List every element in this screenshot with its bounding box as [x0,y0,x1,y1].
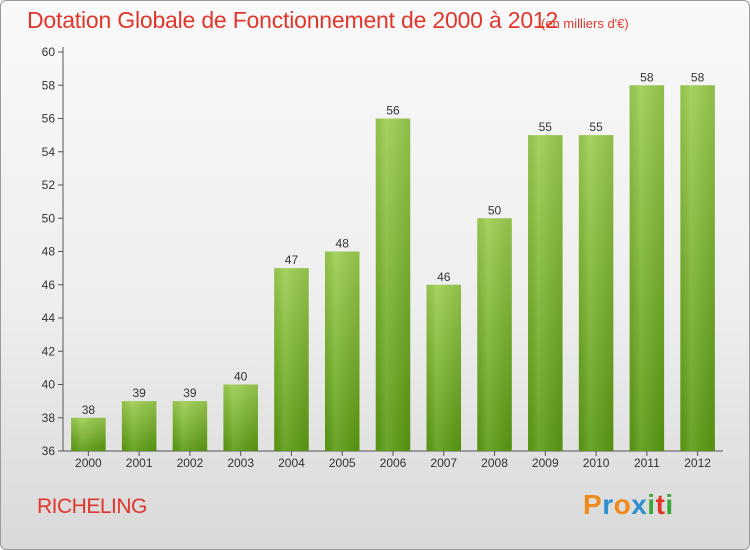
y-tick-label: 60 [42,45,56,59]
x-tick-label: 2009 [532,456,559,470]
y-tick-label: 42 [42,344,56,358]
bar-shade-2010 [578,135,614,451]
bar-shade-2001 [121,401,157,451]
data-label: 55 [589,120,603,134]
x-tick-label: 2010 [583,456,610,470]
x-tick-label: 2005 [329,456,356,470]
y-tick-label: 46 [42,278,56,292]
y-tick-label: 44 [42,311,56,325]
data-label: 48 [336,237,350,251]
data-label: 58 [640,70,654,84]
x-tick-label: 2000 [75,456,102,470]
y-tick-label: 52 [42,178,56,192]
x-tick-label: 2011 [634,456,660,470]
x-tick-label: 2002 [177,456,204,470]
bar-shade-2011 [629,85,665,451]
data-label: 50 [488,203,502,217]
commune-name: RICHELING [37,495,147,518]
bar-shade-2003 [223,384,258,451]
bar-shade-2004 [274,268,309,451]
y-tick-label: 54 [42,145,56,159]
data-label: 40 [234,370,248,384]
y-tick-label: 36 [42,444,56,458]
bar-shade-2002 [172,401,208,451]
data-label: 39 [132,386,146,400]
x-tick-label: 2004 [278,456,305,470]
data-label: 39 [183,386,197,400]
bar-shade-2009 [528,135,563,451]
data-label: 46 [437,270,451,284]
bar-shade-2005 [324,251,360,451]
logo-letter: r [602,489,614,520]
bar-shade-2000 [71,417,106,451]
logo-letter: o [613,489,632,520]
y-tick-label: 58 [42,78,56,92]
bar-shade-2008 [477,218,512,451]
logo-letter: i [647,489,656,520]
bar-shade-2007 [426,284,462,451]
bar-shade-2012 [680,85,715,451]
x-tick-label: 2007 [430,456,457,470]
logo-letter: P [583,489,603,520]
y-tick-label: 50 [42,211,56,225]
data-label: 56 [386,104,400,118]
data-label: 47 [285,253,299,267]
y-tick-label: 40 [42,378,56,392]
logo-letter: i [665,489,674,520]
x-tick-label: 2006 [380,456,407,470]
x-tick-label: 2008 [481,456,508,470]
bar-shade-2006 [375,118,411,451]
y-tick-label: 48 [42,245,56,259]
proxiti-logo: Proxiti [583,489,674,521]
data-label: 55 [539,120,553,134]
data-label: 38 [82,403,96,417]
x-tick-label: 2003 [227,456,254,470]
x-tick-label: 2001 [126,456,153,470]
y-tick-label: 38 [42,411,56,425]
chart-subtitle: (en milliers d'€) [541,16,629,31]
data-label: 58 [691,70,705,84]
x-tick-label: 2012 [684,456,711,470]
logo-letter: x [631,489,648,520]
logo-letter: t [655,489,666,520]
y-tick-label: 56 [42,112,56,126]
chart-title: Dotation Globale de Fonctionnement de 20… [27,7,559,33]
